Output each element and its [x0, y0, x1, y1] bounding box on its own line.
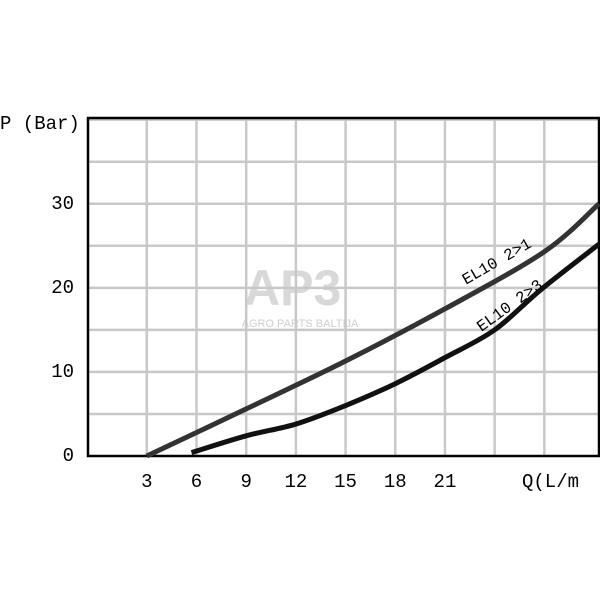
x-tick-label: 21 — [434, 471, 457, 493]
y-tick-label: 10 — [51, 361, 74, 383]
series-line — [190, 242, 600, 456]
x-axis-label: Q(L/m — [522, 471, 579, 493]
plot-frame — [86, 116, 600, 458]
x-tick-label: 6 — [191, 471, 202, 493]
y-tick-label: 30 — [51, 193, 74, 215]
y-tick-label: 0 — [63, 445, 74, 467]
x-tick-label: 12 — [284, 471, 307, 493]
series-line — [145, 201, 600, 459]
x-tick-label: 3 — [141, 471, 152, 493]
watermark-text: AGRO PARTS BALTIJA — [242, 318, 359, 330]
x-tick-label: 18 — [384, 471, 407, 493]
x-tick-label: 15 — [334, 471, 357, 493]
x-tick-label: 9 — [240, 471, 251, 493]
y-tick-label: 20 — [51, 277, 74, 299]
y-axis-label: P (Bar) — [0, 113, 80, 135]
